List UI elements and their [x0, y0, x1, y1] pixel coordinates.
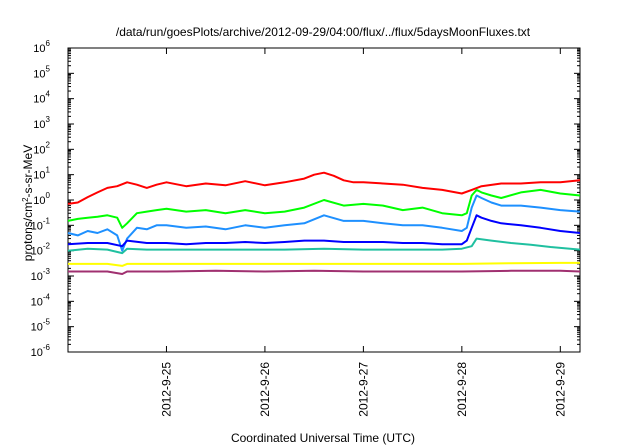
y-tick-label-exponent: -5: [43, 318, 51, 327]
y-tick-label-base: 10: [31, 246, 43, 258]
x-tick-label: 2012-9-26: [258, 362, 272, 417]
y-tick-label: 10-3: [31, 267, 51, 283]
y-tick-label-exponent: -1: [43, 216, 51, 225]
y-tick-label-base: 10: [33, 119, 45, 131]
y-axis-label-prefix: protons/cm: [21, 202, 35, 261]
y-tick-label: 10-4: [31, 292, 51, 308]
y-tick-label: 105: [33, 64, 50, 80]
x-tick-label: 2012-9-27: [356, 362, 370, 417]
y-tick-label: 103: [33, 115, 50, 131]
series-line-6: [68, 261, 580, 267]
y-tick-label-base: 10: [31, 347, 43, 359]
y-tick-label-base: 10: [31, 322, 43, 334]
y-tick-label-base: 10: [33, 94, 45, 106]
y-tick-label: 101: [33, 166, 50, 182]
y-tick-label: 100: [33, 191, 50, 207]
y-tick-label-exponent: 3: [46, 115, 51, 124]
y-tick-label-exponent: -4: [43, 292, 51, 301]
series-line-7: [68, 269, 581, 275]
y-tick-label-base: 10: [31, 271, 43, 283]
y-tick-label-exponent: 4: [46, 90, 51, 99]
x-tick-label: 2012-9-25: [159, 362, 173, 417]
series-line-1: [67, 171, 581, 205]
y-tick-label-base: 10: [33, 68, 45, 80]
y-tick-label: 10-6: [31, 343, 51, 359]
y-tick-label-exponent: 6: [46, 39, 51, 48]
y-tick-label-base: 10: [31, 220, 43, 232]
y-axis-label-sup: 2: [21, 197, 30, 202]
y-tick-label-exponent: -3: [43, 267, 51, 276]
y-axis-label: protons/cm2-s-sr-MeV: [21, 145, 36, 261]
y-tick-label: 104: [33, 90, 50, 106]
series-line-2: [67, 188, 581, 229]
y-tick-label-exponent: -6: [43, 343, 51, 352]
y-tick-label-exponent: -2: [43, 242, 51, 251]
x-tick-label: 2012-9-28: [455, 362, 469, 417]
x-tick-label: 2012-9-29: [553, 362, 567, 417]
y-tick-label: 10-1: [31, 216, 51, 232]
series-line-5: [67, 237, 581, 255]
y-tick-label-exponent: 5: [46, 64, 51, 73]
y-tick-label-base: 10: [33, 43, 45, 55]
y-tick-label-base: 10: [33, 170, 45, 182]
series-line-3: [67, 194, 581, 252]
y-tick-label: 102: [33, 140, 50, 156]
x-axis-label: Coordinated Universal Time (UTC): [231, 431, 415, 445]
y-tick-label-base: 10: [33, 144, 45, 156]
y-tick-label-exponent: 2: [46, 140, 51, 149]
y-tick-label-base: 10: [33, 195, 45, 207]
y-axis-label-suffix: -s-sr-MeV: [21, 145, 35, 198]
y-tick-label-base: 10: [31, 296, 43, 308]
y-tick-label: 106: [33, 39, 50, 55]
y-tick-label: 10-5: [31, 318, 51, 334]
y-tick-label-exponent: 1: [46, 166, 51, 175]
chart-title: /data/run/goesPlots/archive/2012-09-29/0…: [116, 25, 531, 39]
y-tick-label-exponent: 0: [46, 191, 51, 200]
series-line-4: [67, 214, 581, 248]
y-tick-label: 10-2: [31, 242, 51, 258]
plot-area: 10610510410310210110010-110-210-310-410-…: [31, 39, 581, 417]
